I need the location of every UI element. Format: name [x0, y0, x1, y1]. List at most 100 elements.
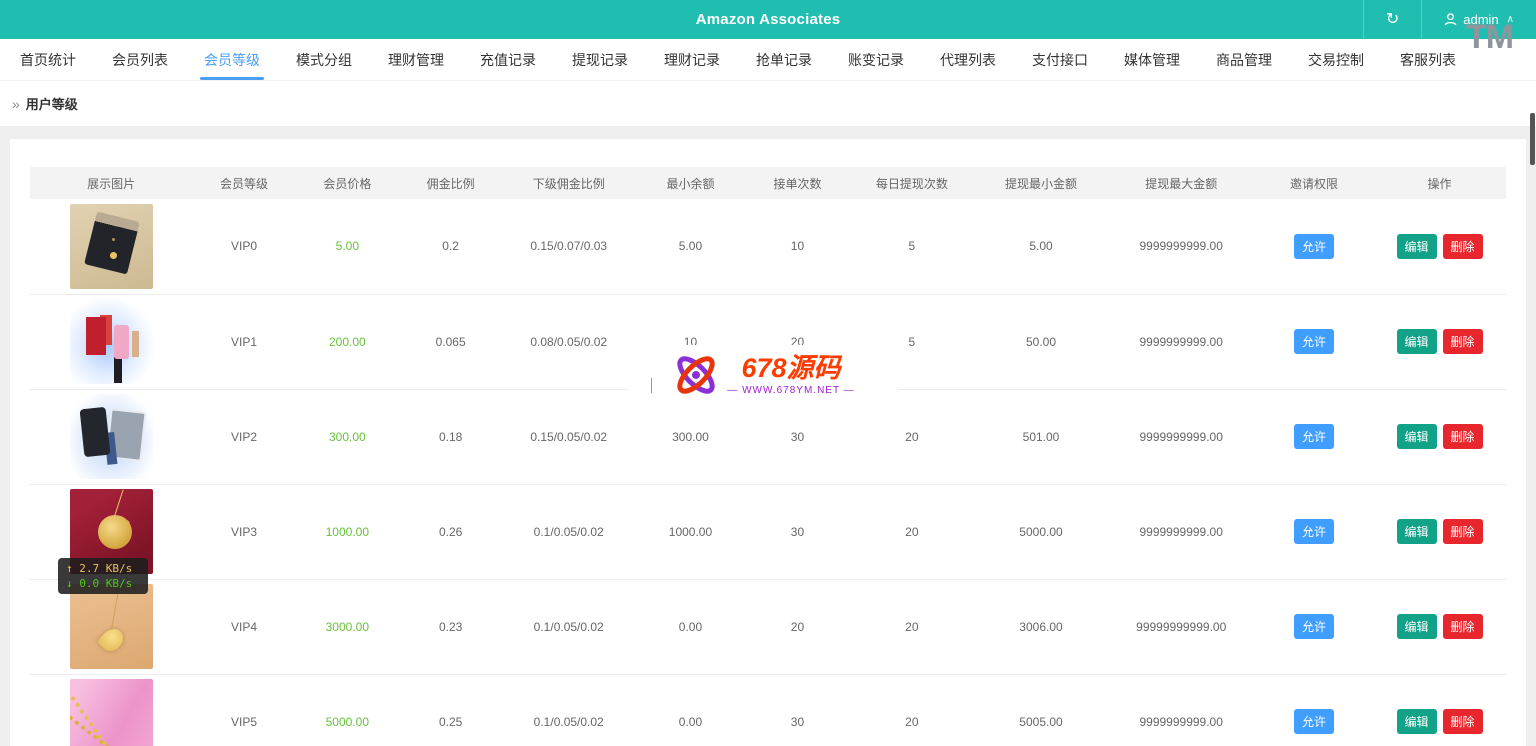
- delete-button[interactable]: 删除: [1442, 614, 1483, 639]
- delete-button[interactable]: 删除: [1442, 233, 1483, 259]
- site-watermark-url: — WWW.678YM.NET —: [727, 384, 855, 396]
- price-cell: 200.00: [295, 294, 399, 390]
- sub-commission-cell: 0.1/0.05/0.02: [502, 579, 636, 675]
- member-level-table: 展示图片 会员等级 会员价格 佣金比例 下级佣金比例 最小余额 接单次数 每日提现次数 提现最小…: [30, 167, 1506, 746]
- sub-commission-cell: 0.1/0.05/0.02: [502, 484, 636, 580]
- commission-cell: 0.23: [398, 579, 503, 675]
- column-header: 下级佣金比例: [502, 167, 636, 199]
- tab-2[interactable]: 会员列表: [112, 52, 168, 68]
- user-menu[interactable]: admin ∧: [1421, 0, 1536, 39]
- column-header: 邀请权限: [1255, 167, 1374, 199]
- tab-12[interactable]: 支付接口: [1032, 52, 1088, 68]
- price-cell: 3000.00: [295, 579, 399, 675]
- refresh-icon: ↻: [1385, 10, 1400, 28]
- table-row: VIP3 1000.00 0.26 0.1/0.05/0.02 1000.00 …: [30, 484, 1506, 580]
- commission-cell: 0.26: [398, 484, 503, 580]
- tab-13[interactable]: 媒体管理: [1124, 52, 1180, 68]
- tab-16[interactable]: 客服列表: [1400, 52, 1456, 68]
- breadcrumb-arrows-icon: »: [12, 95, 20, 112]
- column-header: 每日提现次数: [849, 167, 975, 199]
- tm-watermark: TM: [1466, 18, 1514, 56]
- sub-commission-cell: 0.08/0.05/0.02: [502, 294, 636, 390]
- tab-3[interactable]: 会员等级: [186, 39, 278, 80]
- column-header: 佣金比例: [398, 167, 503, 199]
- min-withdraw-cell: 5.00: [974, 199, 1108, 295]
- site-watermark-title: 678源码: [741, 352, 841, 383]
- table-row: VIP0 5.00 0.2 0.15/0.07/0.03 5.00 10 5 5…: [30, 199, 1506, 295]
- tab-4[interactable]: 模式分组: [296, 52, 352, 68]
- edit-button[interactable]: 编辑: [1396, 614, 1437, 639]
- edit-button[interactable]: 编辑: [1396, 233, 1437, 259]
- app-title: Amazon Associates: [695, 11, 841, 28]
- tab-5[interactable]: 理财管理: [388, 52, 444, 68]
- tab-1[interactable]: 首页统计: [20, 52, 76, 68]
- order-count-cell: 20: [745, 579, 850, 675]
- sub-commission-cell: 0.1/0.05/0.02: [502, 674, 636, 746]
- chevron-up-icon: ∧: [1506, 14, 1514, 25]
- nav-tab-bar: 首页统计 会员列表 会员等级 模式分组 理财管理 充值记录 提现记录 理财记录 抢单记录 账变记录…: [0, 39, 1536, 81]
- column-header: 操作: [1373, 167, 1506, 199]
- edit-button[interactable]: 编辑: [1396, 424, 1437, 449]
- invite-allow-button[interactable]: 允许: [1294, 233, 1335, 259]
- table-row: VIP1 200.00 0.065 0.08/0.05/0.02 10 20 5…: [30, 294, 1506, 390]
- tab-9[interactable]: 抢单记录: [756, 52, 812, 68]
- level-cell: VIP0: [192, 199, 296, 295]
- level-cell: VIP2: [192, 389, 296, 485]
- min-balance-cell: 0.00: [635, 579, 746, 675]
- username: admin: [1463, 12, 1499, 27]
- edit-button[interactable]: 编辑: [1396, 329, 1437, 354]
- min-withdraw-cell: 3006.00: [974, 579, 1108, 675]
- app-header: Amazon Associates ↻ admin ∧: [0, 0, 1536, 39]
- max-withdraw-cell: 9999999999.00: [1107, 389, 1255, 485]
- invite-allow-button[interactable]: 允许: [1294, 614, 1335, 639]
- column-header: 会员价格: [295, 167, 399, 199]
- breadcrumb-label: 用户等级: [25, 97, 78, 112]
- min-balance-cell: 1000.00: [635, 484, 746, 580]
- edit-button[interactable]: 编辑: [1396, 709, 1437, 734]
- tab-8[interactable]: 理财记录: [664, 52, 720, 68]
- order-count-cell: 10: [745, 199, 850, 295]
- delete-button[interactable]: 删除: [1442, 424, 1483, 449]
- tab-10[interactable]: 账变记录: [848, 52, 904, 68]
- price-cell: 5000.00: [295, 674, 399, 746]
- delete-button[interactable]: 删除: [1442, 519, 1483, 544]
- min-withdraw-cell: 501.00: [974, 389, 1108, 485]
- tab-6[interactable]: 充值记录: [480, 52, 536, 68]
- commission-cell: 0.18: [398, 389, 503, 485]
- table-header: 展示图片 会员等级 会员价格 佣金比例 下级佣金比例 最小余额 接单次数 每日提现次数 提现最小…: [30, 167, 1506, 199]
- sub-commission-cell: 0.15/0.05/0.02: [502, 389, 636, 485]
- product-image: [69, 203, 153, 289]
- upload-speed: ↑ 2.7 KB/s: [66, 562, 133, 575]
- column-header: 会员等级: [192, 167, 296, 199]
- min-balance-cell: 0.00: [635, 674, 746, 746]
- commission-cell: 0.065: [398, 294, 503, 390]
- column-header: 展示图片: [30, 167, 193, 199]
- invite-allow-button[interactable]: 允许: [1294, 424, 1335, 449]
- delete-button[interactable]: 删除: [1442, 709, 1483, 734]
- min-balance-cell: 5.00: [635, 199, 746, 295]
- tab-7[interactable]: 提现记录: [572, 52, 628, 68]
- product-image: [69, 679, 153, 746]
- daily-withdraw-count-cell: 20: [849, 674, 975, 746]
- invite-allow-button[interactable]: 允许: [1294, 709, 1335, 734]
- product-image: [69, 584, 153, 669]
- atom-logo-icon: [677, 356, 715, 394]
- max-withdraw-cell: 99999999999.00: [1107, 579, 1255, 675]
- price-cell: 1000.00: [295, 484, 399, 580]
- delete-button[interactable]: 删除: [1442, 329, 1483, 354]
- invite-allow-button[interactable]: 允许: [1294, 519, 1335, 544]
- level-cell: VIP1: [192, 294, 296, 390]
- scrollbar-thumb[interactable]: [1530, 113, 1535, 165]
- invite-allow-button[interactable]: 允许: [1294, 329, 1335, 354]
- tab-11[interactable]: 代理列表: [940, 52, 996, 68]
- tab-14[interactable]: 商品管理: [1216, 52, 1272, 68]
- user-icon: [1444, 13, 1457, 26]
- min-withdraw-cell: 50.00: [974, 294, 1108, 390]
- max-withdraw-cell: 9999999999.00: [1107, 484, 1255, 580]
- tab-15[interactable]: 交易控制: [1308, 52, 1364, 68]
- refresh-button[interactable]: ↻: [1362, 0, 1421, 39]
- column-header: 提现最大金额: [1107, 167, 1255, 199]
- commission-cell: 0.25: [398, 674, 503, 746]
- order-count-cell: 30: [745, 674, 850, 746]
- edit-button[interactable]: 编辑: [1396, 519, 1437, 544]
